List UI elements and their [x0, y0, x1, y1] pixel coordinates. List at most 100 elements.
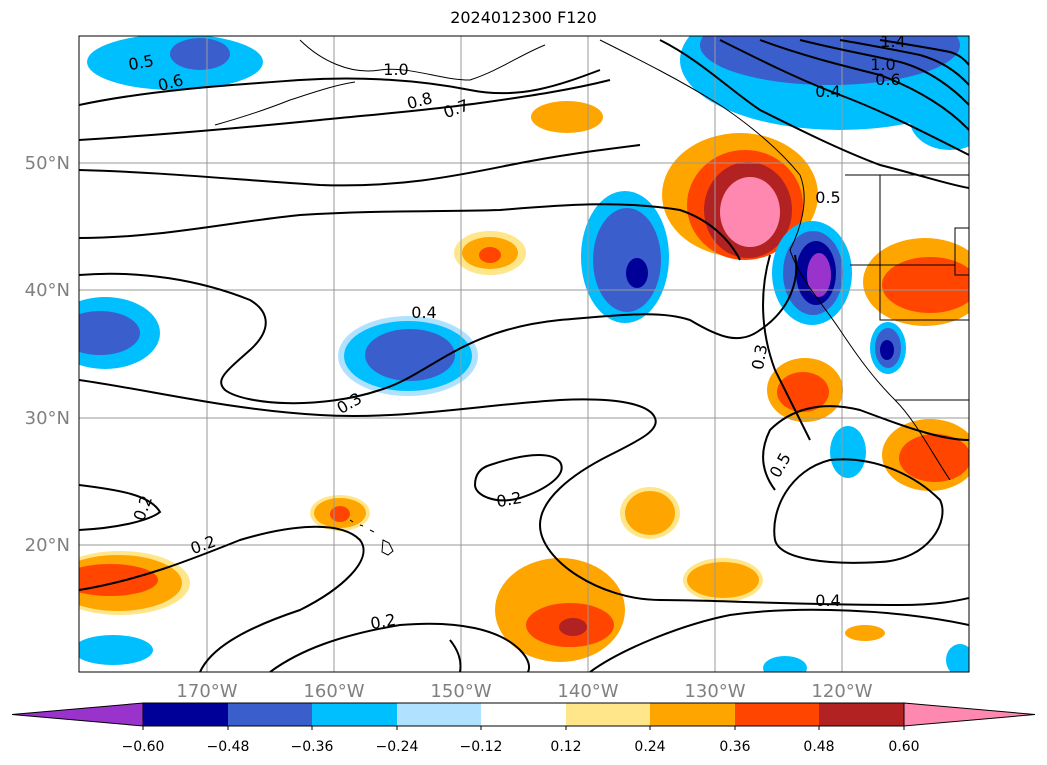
- colorbar-tick-label: 0.24: [634, 739, 665, 755]
- lon-label: 130°W: [684, 681, 745, 702]
- anomaly-blob: [880, 340, 894, 360]
- contour-line: [839, 39, 969, 86]
- contour-line: [589, 608, 969, 672]
- contour-label: 1.4: [880, 32, 905, 51]
- colorbar: [11, 702, 1036, 730]
- anomaly-blob: [330, 506, 350, 522]
- anomaly-blob: [946, 644, 969, 672]
- colorbar-tick-label: −0.24: [376, 739, 419, 755]
- anomaly-blob: [79, 635, 153, 665]
- lon-label: 160°W: [303, 681, 364, 702]
- contour-line: [79, 254, 798, 405]
- contour-label: 0.2: [495, 488, 523, 511]
- colorbar-segment: [143, 703, 228, 726]
- anomaly-blob: [170, 38, 230, 70]
- contour-line: [79, 525, 365, 672]
- contour-label: 0.4: [411, 303, 436, 322]
- anomaly-blob: [845, 625, 885, 641]
- colorbar-tick-labels: −0.60 −0.48 −0.36 −0.24 −0.12 0.12 0.24 …: [122, 739, 920, 755]
- map-frame: [78, 35, 970, 673]
- colorbar-tick-label: 0.60: [888, 739, 919, 755]
- state-border: [954, 227, 969, 276]
- contour-label: 0.4: [815, 591, 840, 610]
- colorbar-segment: [312, 703, 397, 726]
- contour-line: [759, 39, 969, 131]
- contour-lines: [79, 39, 969, 672]
- anomaly-blob: [687, 562, 759, 598]
- anomaly-blob: [720, 177, 780, 247]
- anomaly-blob: [79, 564, 158, 596]
- hawaii-islands: [349, 519, 375, 533]
- contour-line: [773, 458, 944, 564]
- lon-label: 140°W: [557, 681, 618, 702]
- anomaly-blob: [763, 656, 807, 672]
- hawaii-island: [381, 539, 394, 556]
- contour-line: [79, 69, 601, 106]
- colorbar-segment: [397, 703, 481, 726]
- contour-label: 0.4: [815, 82, 840, 101]
- anomaly-blob: [365, 329, 455, 381]
- contour-label: 0.2: [369, 610, 397, 633]
- colorbar-segment: [481, 703, 566, 726]
- anomaly-blob: [479, 247, 501, 263]
- alaska-coast: [299, 39, 546, 81]
- lon-label: 120°W: [811, 681, 872, 702]
- colorbar-tick-label: 0.12: [550, 739, 581, 755]
- contour-line: [762, 254, 811, 441]
- colorbar-extend-high: [903, 702, 1036, 727]
- colorbar-segment: [650, 703, 735, 726]
- contour-line: [659, 39, 969, 189]
- anomaly-blob: [531, 101, 603, 133]
- contour-label: 0.3: [748, 343, 771, 371]
- contour-label: 1.0: [870, 55, 895, 74]
- colorbar-tick-label: −0.12: [460, 739, 503, 755]
- contour-label: 0.5: [127, 51, 155, 74]
- west-coast: [599, 39, 951, 481]
- contour-line: [449, 639, 462, 672]
- contour-label: 0.6: [875, 70, 900, 89]
- anomaly-blob: [910, 90, 969, 150]
- anomaly-blob: [593, 208, 661, 312]
- lon-label: 170°W: [176, 681, 237, 702]
- lat-label: 20°N: [25, 535, 70, 556]
- contour-line: [79, 379, 969, 607]
- contour-label: 1.0: [383, 60, 408, 79]
- colorbar-segment: [566, 703, 650, 726]
- anomaly-blob: [79, 311, 140, 355]
- anomaly-blob: [625, 491, 675, 535]
- colorbar-segment: [819, 703, 904, 726]
- anomaly-blob: [700, 36, 960, 85]
- contour-line: [269, 622, 530, 672]
- colorbar-tick-label: −0.48: [207, 739, 250, 755]
- contour-line: [762, 405, 969, 491]
- map-area: [79, 36, 969, 672]
- anomaly-blob: [626, 258, 648, 288]
- contour-line: [719, 39, 969, 156]
- contour-line: [79, 203, 741, 261]
- colorbar-extend-low: [11, 702, 144, 727]
- contour-line: [799, 39, 969, 106]
- contour-line: [473, 454, 563, 502]
- lon-label: 150°W: [430, 681, 491, 702]
- contour-line: [79, 144, 641, 187]
- contour-line: [879, 39, 969, 66]
- map-title: 2024012300 F120: [450, 8, 597, 27]
- lat-labels: 50°N 40°N 30°N 20°N: [25, 153, 70, 556]
- colorbar-frame: [142, 702, 905, 727]
- anomaly-blob: [882, 257, 969, 313]
- lon-labels: 170°W 160°W 150°W 140°W 130°W 120°W: [176, 681, 872, 702]
- colorbar-segment: [228, 703, 312, 726]
- lat-label: 30°N: [25, 408, 70, 429]
- anomaly-blob: [807, 253, 831, 297]
- aleutian-coast: [214, 81, 356, 126]
- anomaly-blob: [830, 426, 866, 478]
- anomaly-blob: [559, 618, 587, 636]
- colorbar-segment: [735, 703, 819, 726]
- contour-line: [79, 79, 611, 141]
- lat-label: 40°N: [25, 280, 70, 301]
- coastlines: [214, 39, 969, 556]
- colorbar-tick-label: −0.60: [122, 739, 165, 755]
- anomaly-blob: [899, 434, 969, 482]
